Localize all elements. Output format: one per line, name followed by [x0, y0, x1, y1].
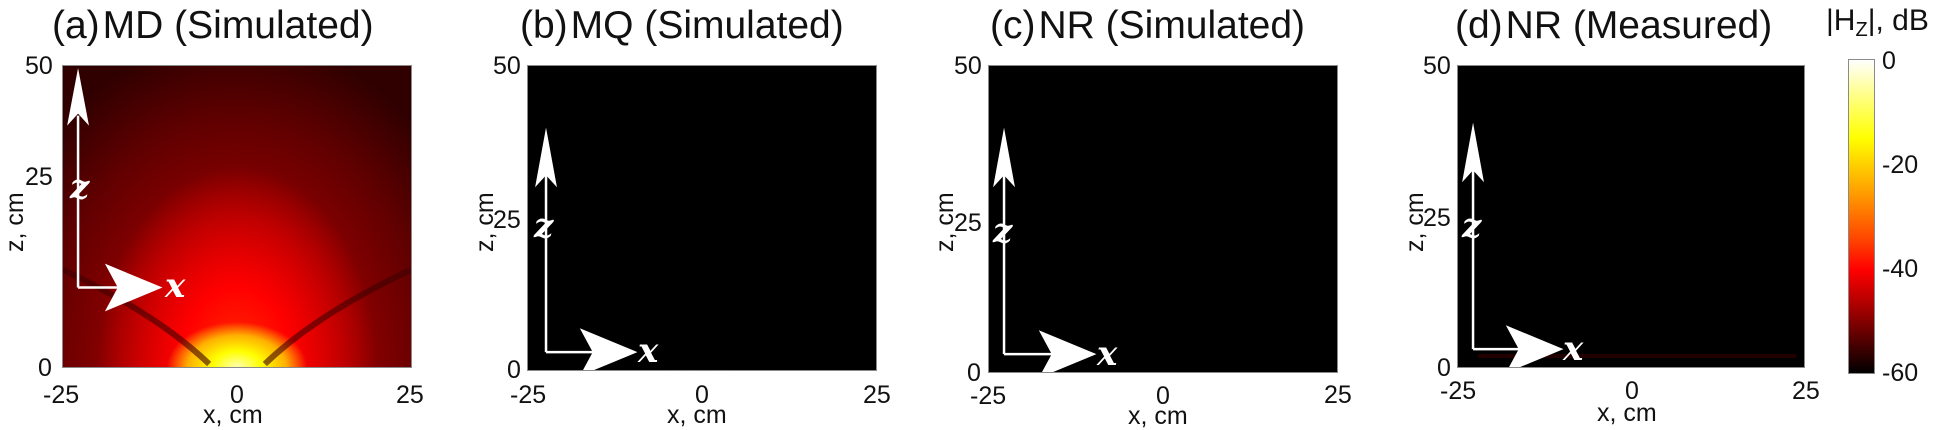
colorbar-title: |HZ|, dB [1826, 4, 1929, 41]
colorbar-tick: -20 [1882, 151, 1919, 179]
x-axis-label-icon: x [638, 331, 659, 371]
panel-c-heatmap: x z [988, 65, 1338, 373]
x-tick: -25 [1440, 377, 1477, 405]
coordinate-axes-icon [67, 67, 163, 312]
y-tick: 50 [493, 52, 521, 80]
colorbar-tick: 0 [1882, 47, 1896, 75]
x-tick: 0 [1625, 377, 1639, 405]
x-tick: 25 [1792, 377, 1820, 405]
panel-b-heatmap: x z [527, 65, 877, 371]
x-tick: -25 [970, 382, 1007, 410]
x-axis-title: x, cm [203, 401, 263, 429]
x-axis-title: x, cm [667, 401, 727, 429]
z-axis-label-icon: z [534, 206, 554, 246]
y-tick: 50 [954, 52, 982, 80]
x-tick: 0 [695, 381, 709, 409]
y-tick: 50 [25, 52, 53, 80]
x-tick: -25 [510, 381, 547, 409]
z-axis-label-icon: z [1462, 206, 1482, 246]
panel-a-title: (a)MD (Simulated) [52, 4, 374, 47]
y-tick: 0 [38, 354, 52, 382]
y-tick: 0 [507, 356, 521, 384]
x-tick: -25 [43, 381, 80, 409]
coordinate-axes-icon [993, 127, 1097, 372]
y-tick: 50 [1423, 52, 1451, 80]
panel-d-heatmap: x z [1457, 65, 1805, 368]
x-axis-title: x, cm [1597, 399, 1657, 427]
x-axis-label-icon: x [165, 266, 186, 306]
x-tick: 25 [396, 381, 424, 409]
panel-b-tag: (b) [520, 4, 568, 47]
panel-c-field [1088, 300, 1238, 372]
x-axis-title: x, cm [1128, 402, 1188, 430]
y-tick: 25 [954, 209, 982, 237]
x-tick: 0 [1156, 382, 1170, 410]
colorbar-gradient [1848, 59, 1875, 374]
y-tick: 25 [1423, 204, 1451, 232]
x-tick: 0 [230, 381, 244, 409]
x-tick: 25 [1324, 381, 1352, 409]
y-axis-title: z, cm [931, 192, 959, 252]
coordinate-axes-icon [535, 127, 638, 370]
colorbar-tick: -60 [1882, 359, 1919, 387]
colorbar-tick: -40 [1882, 255, 1919, 283]
panel-d-title: (d)NR (Measured) [1455, 4, 1773, 47]
y-axis-title: z, cm [1401, 192, 1429, 252]
x-axis-label-icon: x [1563, 329, 1584, 368]
coordinate-axes-icon [1462, 122, 1564, 367]
x-axis-label-icon: x [1097, 334, 1118, 373]
panel-d-tag: (d) [1455, 4, 1503, 47]
panel-a-heatmap: x [62, 65, 412, 368]
y-axis-title: z, cm [1, 192, 29, 252]
x-tick: 25 [863, 381, 891, 409]
panel-c-tag: (c) [990, 4, 1036, 47]
panel-b-field [528, 184, 876, 370]
y-tick: 0 [967, 359, 981, 387]
panel-c-title: (c)NR (Simulated) [990, 4, 1306, 47]
z-axis-label-icon: z [70, 167, 90, 207]
panel-d-field [1477, 307, 1797, 367]
y-tick: 25 [493, 206, 521, 234]
y-tick: 25 [25, 163, 53, 191]
y-axis-title: z, cm [471, 192, 499, 252]
panel-a-tag: (a) [52, 4, 100, 47]
y-tick: 0 [1437, 354, 1451, 382]
panel-a-nulls [63, 266, 411, 367]
panel-b-title: (b)MQ (Simulated) [520, 4, 844, 47]
z-axis-label-icon: z [993, 211, 1013, 251]
